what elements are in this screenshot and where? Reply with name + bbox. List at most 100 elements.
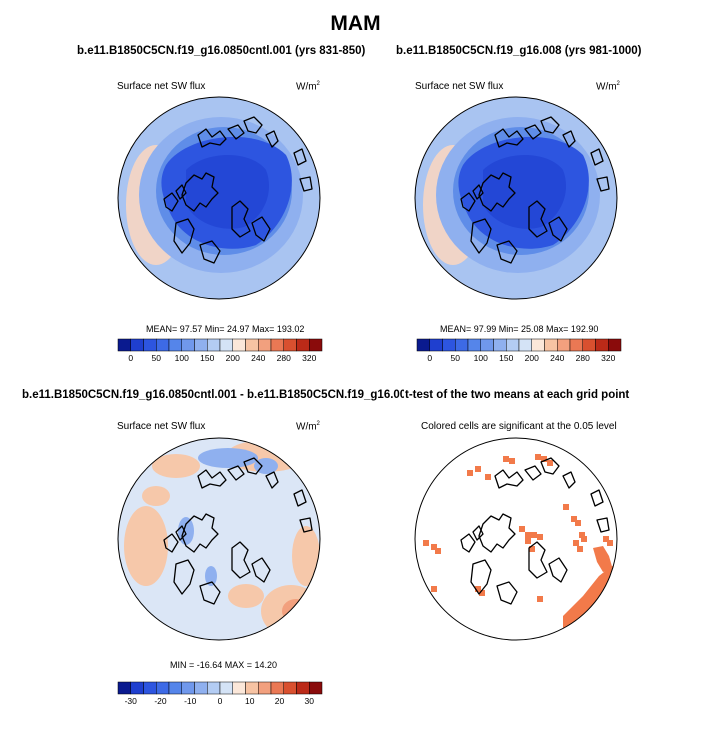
colorbar-box [219, 338, 233, 352]
colorbar-box [569, 338, 583, 352]
significant-cell [467, 470, 473, 476]
significant-region [593, 546, 613, 572]
coastline [251, 216, 271, 242]
coastline [472, 525, 484, 541]
map-panel-3 [117, 437, 321, 641]
panel-1-units-label: W/m2 [296, 81, 320, 93]
coastline [590, 148, 604, 166]
colorbar-box [296, 338, 310, 352]
coastline [265, 471, 279, 489]
significant-cell [547, 460, 553, 466]
colorbar-box [117, 338, 131, 352]
positive-anomaly [142, 486, 170, 506]
colorbar-box [429, 338, 443, 352]
negative-anomaly [178, 517, 194, 545]
significant-cell [573, 540, 579, 546]
colorbar-box [207, 681, 221, 695]
colorbar-tick-label: -20 [154, 696, 167, 706]
colorbar-box [467, 338, 481, 352]
significant-cell [431, 544, 437, 550]
coastline [548, 557, 568, 583]
coastline [524, 124, 542, 140]
coastline [175, 184, 187, 200]
significant-cell [571, 516, 577, 522]
significant-cell [537, 534, 543, 540]
coastline [173, 218, 195, 254]
coastline [299, 176, 313, 192]
colorbar-tick-label: 150 [200, 353, 214, 363]
colorbar-tick-label: 100 [175, 353, 189, 363]
significant-cell [577, 546, 583, 552]
map-border [117, 437, 321, 641]
coastline [243, 457, 263, 475]
colorbar-panel-1: 0 50 100 150 200 240 280 320 [117, 338, 323, 363]
positive-anomaly [228, 584, 264, 608]
panel-3-units-label: W/m2 [296, 421, 320, 433]
coastline [470, 559, 492, 595]
significance-field [415, 438, 617, 640]
colorbar-tick-label: 0 [218, 696, 223, 706]
map-border [117, 96, 321, 300]
colorbar-tick-label: 200 [226, 353, 240, 363]
panel-1-variable-label: Surface net SW flux [117, 81, 206, 92]
significant-cell [535, 454, 541, 460]
significant-cell [475, 466, 481, 472]
map-panel-4 [414, 437, 618, 641]
coastline [472, 184, 484, 200]
significant-cell [485, 474, 491, 480]
colorbar-panel-2: 0 50 100 150 200 240 280 320 [416, 338, 622, 363]
coastline [199, 240, 221, 264]
colorbar-box [143, 681, 157, 695]
panel-1-stats: MEAN= 97.57 Min= 24.97 Max= 193.02 [146, 324, 305, 334]
colorbar-tick-label: 20 [275, 696, 285, 706]
colorbar-tick-label: 280 [277, 353, 291, 363]
coastline [231, 541, 251, 579]
positive-anomaly [124, 506, 168, 586]
difference-field [118, 438, 320, 640]
panel-3-stats: MIN = -16.64 MAX = 14.20 [170, 660, 278, 670]
coastlines [163, 457, 313, 605]
negative-anomaly [205, 566, 217, 586]
colorbar-tick-label: 240 [251, 353, 265, 363]
colorbar-tick-label: 30 [305, 696, 315, 706]
colorbar-box [181, 681, 195, 695]
colorbar-box [557, 338, 571, 352]
coastline [175, 525, 187, 541]
colorbar-box [258, 681, 272, 695]
negative-anomaly [254, 458, 278, 474]
coastline [496, 581, 518, 605]
colorbar-box [156, 338, 170, 352]
coastline [478, 172, 516, 212]
coastline [293, 489, 307, 507]
panel-2-title: b.e11.B1850C5CN.f19_g16.008 (yrs 981-100… [396, 45, 642, 57]
colorbar-box [544, 338, 558, 352]
coastline [494, 469, 524, 489]
positive-anomaly [292, 526, 320, 586]
significant-cell [529, 546, 535, 552]
positive-anomaly [152, 454, 200, 478]
panel-4-significance-label: Colored cells are significant at the 0.0… [421, 421, 617, 432]
colorbar-box [296, 681, 310, 695]
coastline [163, 533, 179, 553]
colorbar-tick-label: 200 [525, 353, 539, 363]
colorbar-box [219, 681, 233, 695]
colorbar-box [442, 338, 456, 352]
positive-anomaly-strong [282, 599, 310, 623]
map-panel-2 [414, 96, 618, 300]
colorbar-box [518, 338, 532, 352]
coastline [181, 172, 219, 212]
panel-3-variable-label: Surface net SW flux [117, 421, 206, 432]
significant-cell [575, 520, 581, 526]
map-border [414, 437, 618, 641]
background-field [415, 438, 617, 640]
colorbar-box [582, 338, 596, 352]
significant-cell [581, 536, 587, 542]
significant-cell [509, 458, 515, 464]
coastline [231, 200, 251, 238]
colorbar-box [232, 338, 246, 352]
coastline [243, 116, 263, 134]
significant-cell [537, 596, 543, 602]
coastline [460, 192, 476, 212]
significant-cell [603, 536, 609, 542]
colorbar-box [117, 681, 131, 695]
